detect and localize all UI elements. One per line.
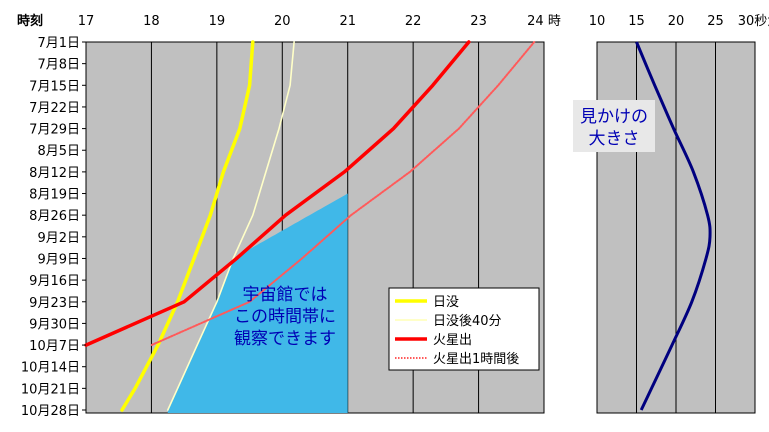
annotation-line: 観察できます bbox=[234, 329, 336, 349]
series-line-0 bbox=[120, 40, 255, 412]
main-y-tick-label: 8月5日 bbox=[37, 144, 80, 159]
size-x-tick-label: 10 bbox=[589, 14, 606, 29]
observation-window-area bbox=[167, 193, 348, 413]
main-y-tick-label: 8月26日 bbox=[29, 209, 80, 224]
size-title-line: 大きさ bbox=[589, 129, 640, 149]
main-y-tick-label: 7月1日 bbox=[37, 36, 80, 51]
series-line-1 bbox=[167, 41, 295, 411]
legend-label: 日没 bbox=[433, 295, 459, 310]
main-y-tick-label: 7月8日 bbox=[37, 58, 80, 73]
main-y-tick-labels: 7月1日 7月8日 7月15日 7月22日 7月29日 8月5日 8月12日 8月19日 8月2… bbox=[21, 36, 86, 419]
size-series-line bbox=[635, 41, 712, 411]
series-line-2 bbox=[84, 40, 471, 347]
main-series-lines bbox=[84, 40, 536, 412]
size-x-tick-label: 25 bbox=[707, 14, 724, 29]
main-x-tick-label: 20 bbox=[274, 14, 291, 29]
main-y-tick-label: 7月22日 bbox=[29, 101, 80, 116]
annotation-line: この時間帯に bbox=[234, 307, 336, 327]
main-x-tick-label: 21 bbox=[339, 14, 356, 29]
main-y-tick-label: 9月16日 bbox=[29, 274, 80, 289]
size-title-box bbox=[573, 100, 655, 152]
x-axis-header: 時刻 bbox=[17, 13, 43, 29]
legend-label: 火星出 bbox=[433, 333, 472, 348]
main-y-tick-label: 10月28日 bbox=[21, 404, 80, 419]
size-series-line bbox=[635, 41, 712, 411]
main-y-tick-label: 10月7日 bbox=[29, 339, 80, 354]
main-x-tick-label: 19 bbox=[209, 14, 226, 29]
main-y-tick-label: 10月14日 bbox=[21, 361, 80, 376]
main-y-tick-label: 8月19日 bbox=[29, 188, 80, 203]
legend-label: 日没後40分 bbox=[433, 314, 502, 329]
main-y-tick-label: 8月12日 bbox=[29, 166, 80, 181]
main-x-tick-label: 18 bbox=[143, 14, 160, 29]
size-title-line: 見かけの bbox=[580, 107, 648, 127]
size-x-tick-label: 20 bbox=[668, 14, 685, 29]
series-line-3 bbox=[150, 41, 536, 347]
main-y-tick-label: 7月15日 bbox=[29, 79, 80, 94]
main-y-tick-label: 9月2日 bbox=[37, 231, 80, 246]
main-y-tick-label: 9月30日 bbox=[29, 317, 80, 332]
size-x-tick-labels: 10 15 20 25 30秒角 bbox=[589, 14, 769, 29]
main-x-tick-label: 22 bbox=[405, 14, 422, 29]
main-y-tick-label: 9月9日 bbox=[37, 252, 80, 267]
main-x-tick-label: 23 bbox=[470, 14, 487, 29]
legend-label: 火星出1時間後 bbox=[433, 352, 519, 367]
main-x-tick-label: 24 時 bbox=[527, 14, 561, 29]
size-x-tick-label: 15 bbox=[628, 14, 645, 29]
main-y-tick-label: 7月29日 bbox=[29, 123, 80, 138]
main-x-tick-label: 17 bbox=[78, 14, 95, 29]
annotation-line: 宇宙館では bbox=[243, 285, 328, 305]
size-x-tick-label: 30秒角 bbox=[738, 14, 769, 29]
main-y-tick-label: 9月23日 bbox=[29, 296, 80, 311]
main-x-tick-labels: 17 18 19 20 21 22 23 24 時 bbox=[78, 14, 561, 29]
main-y-tick-label: 10月21日 bbox=[21, 382, 80, 397]
